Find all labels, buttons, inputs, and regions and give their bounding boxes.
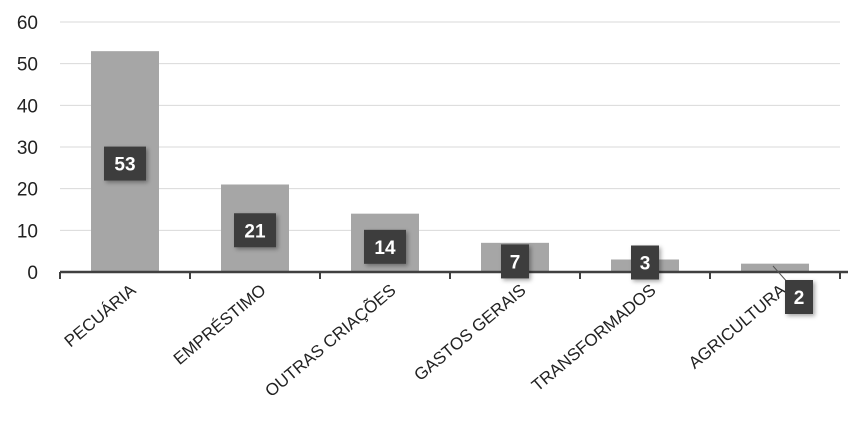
data-label-box bbox=[501, 244, 529, 279]
data-label-value: 7 bbox=[510, 252, 521, 273]
data-label-value: 53 bbox=[114, 155, 135, 176]
data-label: 3 bbox=[631, 245, 659, 280]
data-label-box bbox=[785, 280, 813, 314]
x-axis bbox=[59, 270, 848, 279]
y-tick-label: 10 bbox=[17, 221, 38, 242]
data-label: 2 bbox=[785, 280, 813, 314]
x-category-label: GASTOS GERAIS bbox=[410, 281, 529, 385]
bars bbox=[91, 51, 809, 272]
y-tick-label: 40 bbox=[17, 96, 38, 117]
x-category-label: PECUÁRIA bbox=[61, 280, 140, 351]
data-label: 7 bbox=[501, 244, 529, 279]
data-label-box bbox=[364, 229, 406, 264]
x-category-label: EMPRÉSTIMO bbox=[170, 281, 270, 369]
data-label-value: 14 bbox=[374, 238, 396, 259]
data-label-value: 21 bbox=[244, 221, 266, 242]
x-category-label: TRANSFORMADOS bbox=[528, 281, 660, 396]
data-label: 14 bbox=[364, 229, 406, 264]
data-label-value: 3 bbox=[640, 254, 651, 275]
y-tick-label: 30 bbox=[17, 138, 38, 159]
data-label-box bbox=[104, 146, 146, 181]
y-axis-ticks: 0 10 20 30 40 50 60 bbox=[17, 13, 38, 284]
y-tick-label: 20 bbox=[17, 180, 38, 201]
y-tick-label: 0 bbox=[27, 263, 38, 284]
data-label: 21 bbox=[234, 213, 276, 248]
y-tick-label: 60 bbox=[17, 13, 38, 34]
data-label-box bbox=[631, 245, 659, 280]
y-tick-label: 50 bbox=[17, 55, 38, 76]
data-labels: 53 21 14 7 3 2 bbox=[104, 146, 813, 314]
data-label-box bbox=[234, 213, 276, 248]
gridlines bbox=[60, 21, 840, 231]
x-category-label: OUTRAS CRIAÇÕES bbox=[261, 281, 399, 401]
data-label-value: 2 bbox=[794, 288, 805, 309]
data-label: 53 bbox=[104, 146, 146, 181]
x-category-label: AGRICULTURA bbox=[685, 280, 790, 372]
